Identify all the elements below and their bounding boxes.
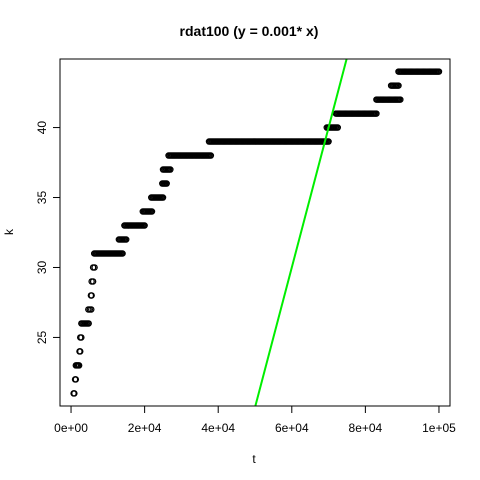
reference-line-group — [254, 58, 348, 407]
data-point — [148, 208, 156, 215]
segment-k-41 — [332, 110, 380, 117]
data-point — [325, 138, 332, 145]
segment-k-30 — [89, 264, 98, 271]
segment-k-33 — [121, 222, 148, 229]
x-tick-label: 4e+04 — [201, 421, 235, 435]
y-axis-label: k — [2, 228, 16, 235]
segment-k-26 — [78, 320, 92, 327]
x-axis-label: t — [252, 452, 256, 466]
data-point — [78, 334, 85, 341]
segment-k-31 — [90, 250, 126, 257]
segment-k-44 — [395, 68, 443, 75]
x-tick-label: 1e+05 — [422, 421, 456, 435]
segment-k-34 — [139, 208, 156, 215]
data-point — [91, 264, 98, 271]
segment-k-32 — [115, 236, 130, 243]
segment-k-39 — [205, 138, 332, 145]
segment-k-38 — [165, 152, 215, 159]
segment-k-43 — [387, 82, 402, 89]
reference-line — [254, 58, 348, 407]
data-points — [70, 68, 443, 397]
x-tick-label: 0e+00 — [54, 421, 88, 435]
y-tick-label: 40 — [35, 121, 49, 135]
data-point — [75, 362, 83, 369]
segment-k-35 — [147, 194, 167, 201]
data-point — [435, 68, 443, 75]
segment-k-24 — [76, 348, 84, 355]
data-point — [72, 376, 80, 383]
segment-k-42 — [373, 96, 404, 103]
y-tick-label: 25 — [35, 330, 49, 344]
chart-title: rdat100 (y = 0.001* x) — [180, 23, 319, 39]
x-tick-label: 8e+04 — [349, 421, 383, 435]
data-point — [334, 124, 342, 131]
data-point — [88, 306, 95, 313]
data-point — [88, 292, 95, 299]
data-point — [89, 278, 97, 285]
segment-k-25 — [76, 334, 85, 341]
data-point — [71, 390, 78, 397]
data-point — [373, 110, 380, 117]
segment-k-29 — [88, 278, 97, 285]
segment-k-37 — [159, 166, 174, 173]
segment-k-21 — [70, 390, 78, 397]
y-tick-label: 30 — [35, 260, 49, 274]
segment-k-22 — [71, 376, 80, 383]
x-tick-label: 2e+04 — [128, 421, 162, 435]
data-point — [207, 152, 215, 159]
data-point — [76, 348, 84, 355]
segment-k-36 — [159, 180, 170, 187]
segment-k-27 — [85, 306, 95, 313]
segment-k-28 — [87, 292, 95, 299]
segment-k-40 — [323, 124, 342, 131]
data-point — [167, 166, 174, 173]
data-point — [119, 250, 126, 257]
y-tick-label: 35 — [35, 191, 49, 205]
segment-k-23 — [72, 362, 83, 369]
plot-frame — [59, 58, 451, 407]
y-axis: 25 30 35 40 — [35, 121, 61, 344]
data-point — [395, 82, 402, 89]
data-point — [163, 180, 170, 187]
data-point — [85, 320, 92, 327]
data-point — [159, 194, 167, 201]
data-point — [397, 96, 404, 103]
data-point — [141, 222, 148, 229]
x-axis: 0e+00 2e+04 4e+04 6e+04 8e+04 1e+05 — [54, 405, 456, 435]
x-tick-label: 6e+04 — [275, 421, 309, 435]
data-point — [122, 236, 130, 243]
